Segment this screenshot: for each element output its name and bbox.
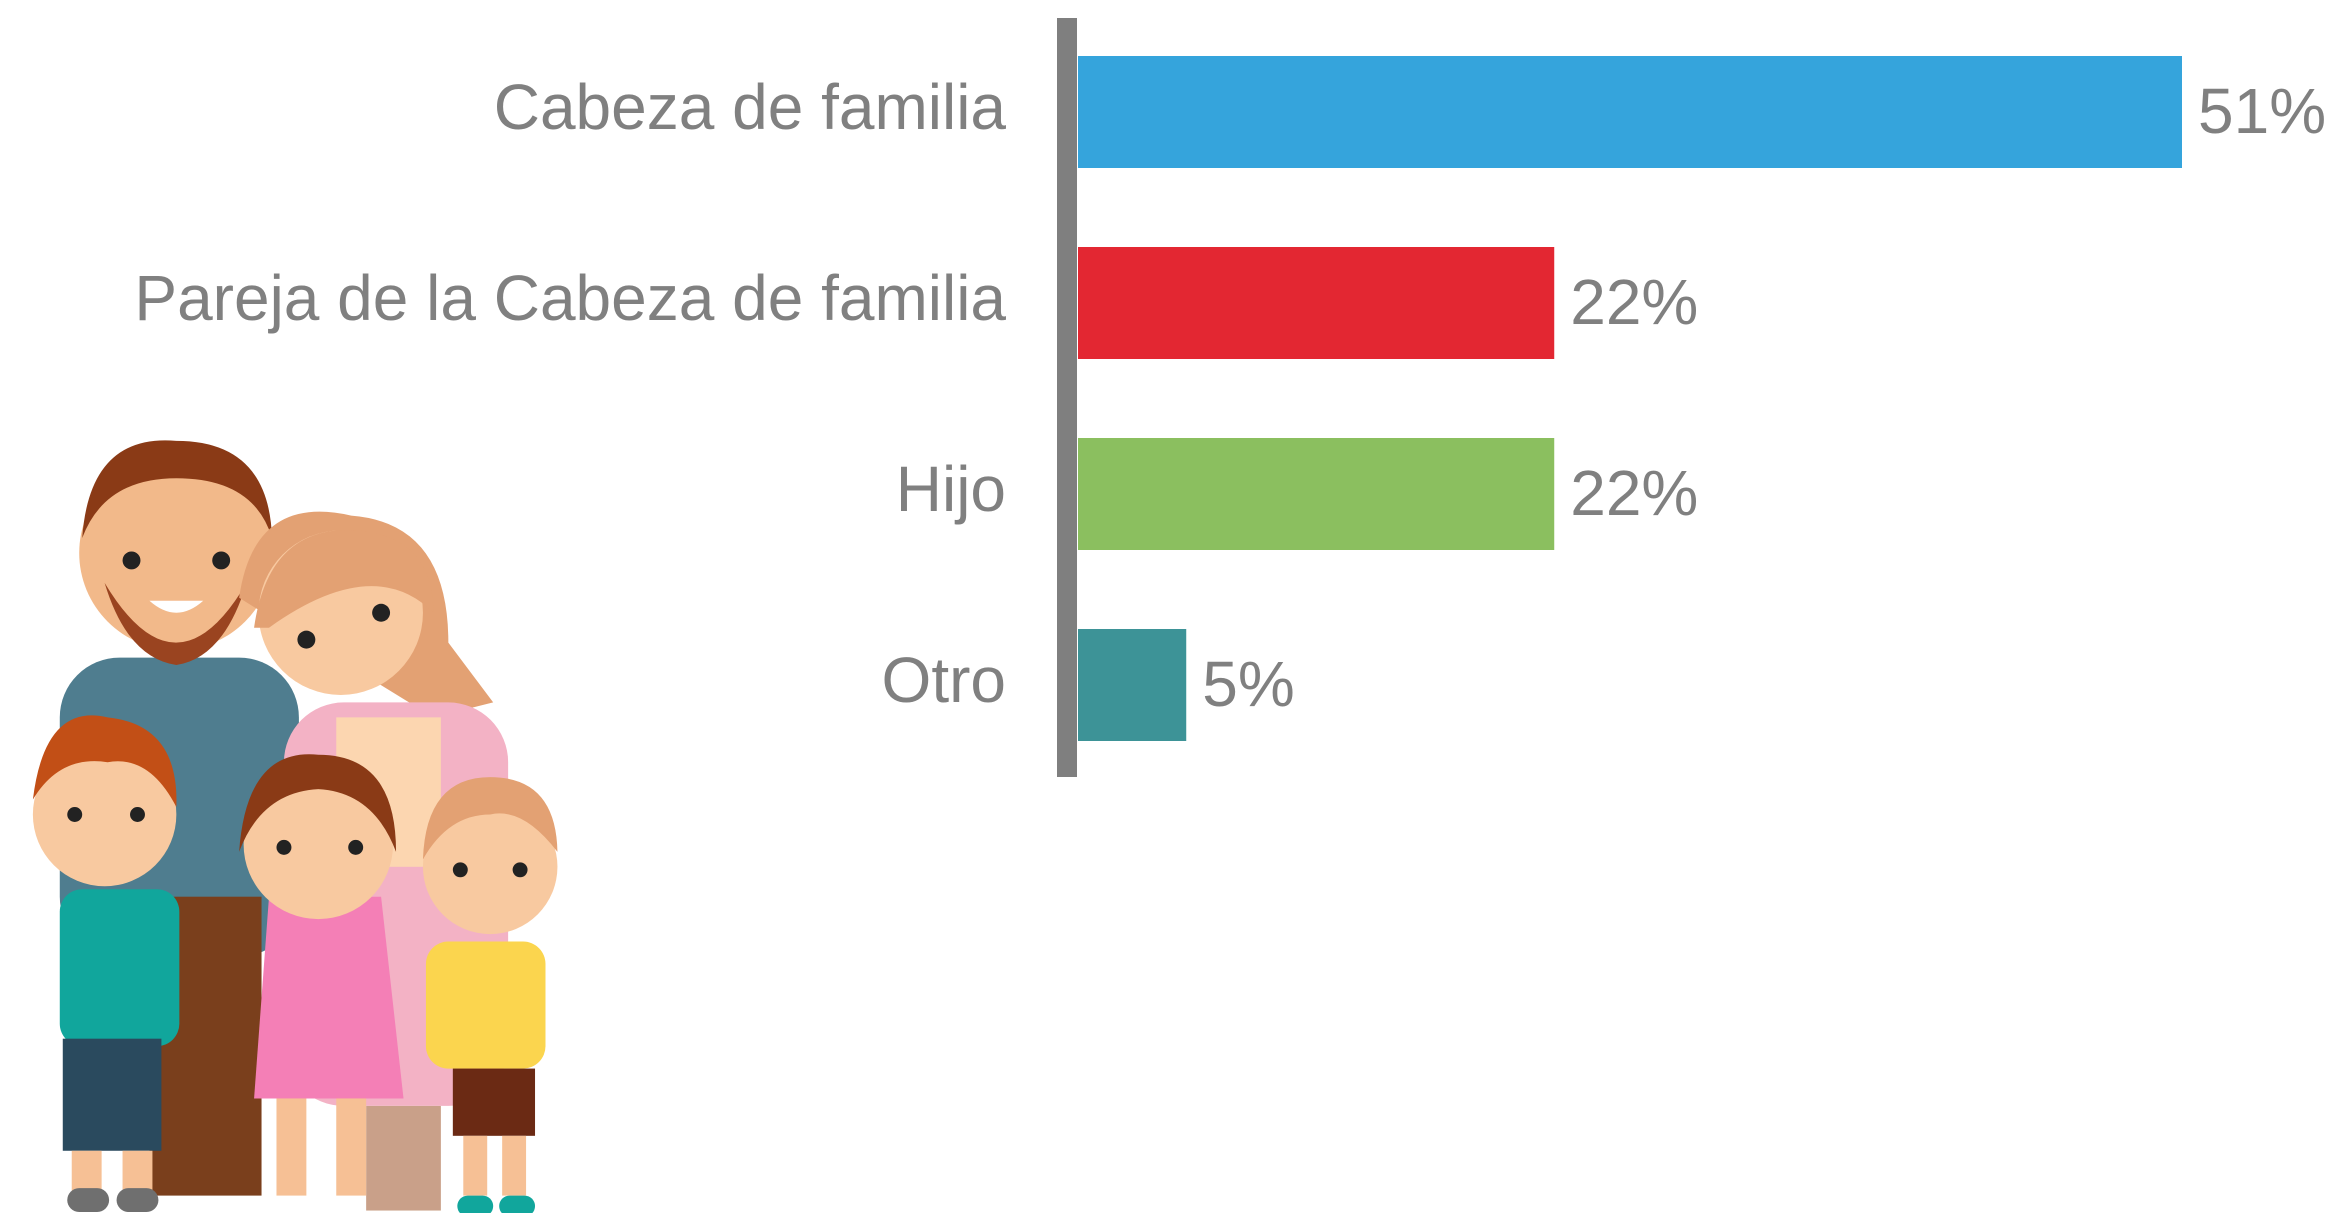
bar bbox=[1078, 247, 1554, 359]
value-label: 5% bbox=[1202, 648, 1295, 720]
chart: Cabeza de familia 51% Pareja de la Cabeza … bbox=[0, 0, 2339, 1213]
value-label: 22% bbox=[1570, 457, 1698, 529]
bar bbox=[1078, 438, 1554, 550]
value-label: 22% bbox=[1570, 266, 1698, 338]
family-illustration bbox=[33, 440, 558, 1213]
bar bbox=[1078, 56, 2182, 168]
category-label: Otro bbox=[882, 644, 1006, 716]
category-label: Cabeza de familia bbox=[494, 71, 1007, 143]
value-label: 51% bbox=[2198, 75, 2326, 147]
bar bbox=[1078, 629, 1186, 741]
category-label: Hijo bbox=[896, 453, 1006, 525]
category-label: Pareja de la Cabeza de familia bbox=[134, 262, 1006, 334]
axis-line bbox=[1057, 18, 1077, 777]
